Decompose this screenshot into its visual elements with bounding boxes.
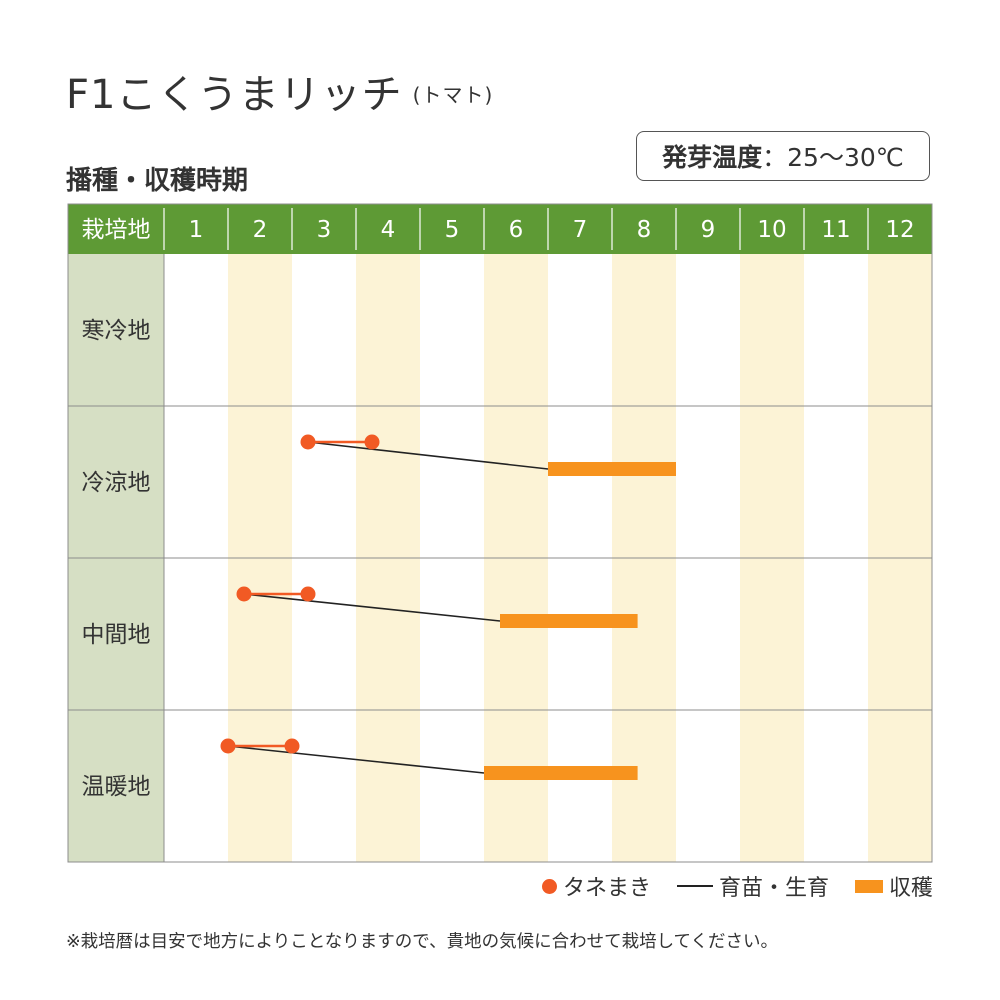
month-tick-label-11: 11: [821, 217, 850, 243]
title-main: F1こくうまリッチ: [66, 72, 403, 118]
sowing-start-dot-3: [236, 586, 252, 602]
month-tick-label-12: 12: [885, 217, 914, 243]
sowing-end-dot-3: [300, 586, 316, 602]
footnote: ※栽培暦は目安で地方によりことなりますので、貴地の気候に合わせて栽培してください…: [66, 932, 779, 952]
region-label-1: 寒冷地: [82, 318, 151, 344]
harvest-bar-3: [500, 614, 638, 628]
germination-value: 25〜30℃: [787, 143, 904, 172]
month-tick-label-10: 10: [757, 217, 786, 243]
black-line-icon: [676, 885, 713, 887]
month-tick-label-6: 6: [509, 217, 524, 243]
legend-item-harvest: 収穫: [854, 870, 933, 902]
legend-item-growing: 育苗・生育: [676, 870, 829, 902]
sowing-start-dot-2: [300, 434, 316, 450]
month-tick-label-3: 3: [317, 217, 332, 243]
germination-label: 発芽温度: [662, 143, 763, 172]
sowing-end-dot-2: [364, 434, 380, 450]
legend-label-growing: 育苗・生育: [718, 876, 829, 901]
header-label: 栽培地: [82, 217, 151, 243]
month-tick-label-8: 8: [637, 217, 652, 243]
month-tick-label-9: 9: [701, 217, 716, 243]
region-label-2: 冷涼地: [82, 470, 151, 496]
month-tick-label-1: 1: [189, 217, 204, 243]
region-label-3: 中間地: [82, 622, 151, 648]
growing-line-3: [243, 593, 501, 622]
header-bar: [68, 204, 932, 254]
germination-temperature-box: 発芽温度 ： 25〜30℃: [636, 131, 930, 181]
section-title: 播種・収穫時期: [66, 166, 249, 196]
growing-line-4: [227, 745, 485, 774]
calendar-frame: [67, 203, 933, 863]
month-tick-label-2: 2: [253, 217, 268, 243]
month-tick-label-5: 5: [445, 217, 460, 243]
harvest-bar-4: [484, 766, 638, 780]
month-tick-label-4: 4: [381, 217, 396, 243]
sowing-start-dot-4: [220, 738, 236, 754]
region-label-4: 温暖地: [82, 774, 151, 800]
growing-line-2: [307, 441, 549, 470]
germination-colon: ：: [762, 143, 788, 172]
harvest-bar-2: [548, 462, 676, 476]
legend-item-sowing: タネまき: [541, 870, 651, 902]
legend-label-harvest: 収穫: [888, 876, 933, 901]
month-tick-label-7: 7: [573, 217, 588, 243]
sowing-end-dot-4: [284, 738, 300, 754]
legend: タネまき 育苗・生育 収穫: [0, 868, 933, 904]
title-sub: (トマト): [412, 83, 494, 107]
red-dot-icon: [541, 878, 557, 894]
page-title: F1こくうまリッチ (トマト): [66, 62, 493, 120]
legend-label-sowing: タネまき: [562, 876, 651, 901]
orange-bar-icon: [854, 879, 883, 893]
